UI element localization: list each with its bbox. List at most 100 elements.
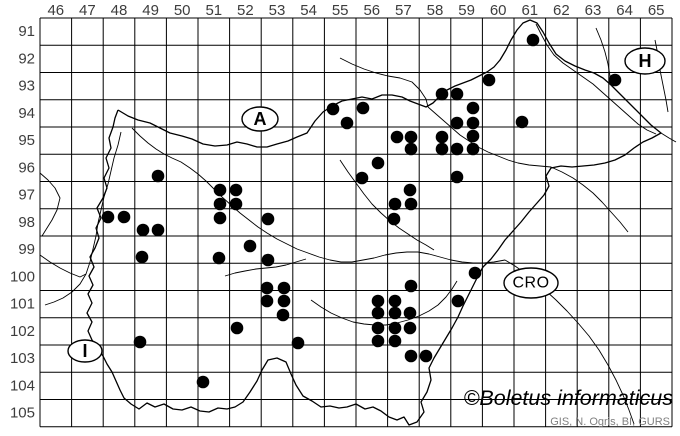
occurrence-dot — [260, 294, 274, 308]
occurrence-dot — [404, 197, 418, 211]
occurrence-dot — [450, 116, 464, 130]
occurrence-dot — [371, 306, 385, 320]
occurrence-dot — [451, 294, 465, 308]
occurrence-dot — [213, 183, 227, 197]
occurrence-dot — [450, 170, 464, 184]
occurrence-dot — [135, 250, 149, 264]
country-border — [86, 19, 662, 426]
occurrence-dot — [404, 279, 418, 293]
col-label: 57 — [395, 2, 412, 19]
occurrence-dot — [261, 253, 275, 267]
occurrence-dot — [388, 294, 402, 308]
river-line — [39, 254, 87, 278]
occurrence-dot — [355, 171, 369, 185]
row-label: 96 — [18, 159, 35, 176]
river-line — [550, 166, 629, 233]
occurrence-dot — [466, 142, 480, 156]
occurrence-dot — [196, 375, 210, 389]
col-label: 47 — [79, 2, 96, 19]
occurrence-dot — [326, 102, 340, 116]
row-label: 105 — [10, 405, 35, 422]
occurrence-dot — [435, 130, 449, 144]
row-label: 102 — [10, 323, 35, 340]
col-label: 54 — [300, 2, 317, 19]
col-label: 62 — [553, 2, 570, 19]
col-label: 64 — [616, 2, 633, 19]
river-line — [427, 106, 552, 168]
country-ellipse-croatia — [503, 267, 559, 299]
grid-labels: 46 47 48 49 50 51 52 53 54 55 56 57 58 59 60 61 62 63 64 65… — [10, 2, 665, 422]
col-label: 56 — [363, 2, 380, 19]
occurrence-dot — [101, 210, 115, 224]
occurrence-dot — [151, 223, 165, 237]
col-label: 63 — [585, 2, 602, 19]
row-label: 99 — [18, 241, 35, 258]
occurrence-dot — [387, 212, 401, 226]
credits-text: GIS, N. Ogris, BI, GURS — [550, 416, 670, 428]
country-label-italy: I — [82, 341, 87, 361]
row-label: 98 — [18, 214, 35, 231]
river-line — [224, 258, 307, 277]
occurrence-dot — [371, 321, 385, 335]
occurrence-dot — [390, 130, 404, 144]
occurrence-dot — [388, 334, 402, 348]
col-label: 46 — [47, 2, 64, 19]
river-line — [535, 23, 657, 135]
row-label: 101 — [10, 296, 35, 313]
row-label: 103 — [10, 350, 35, 367]
occurrence-dot — [403, 183, 417, 197]
occurrence-dot — [151, 169, 165, 183]
col-label: 49 — [142, 2, 159, 19]
occurrence-dot — [261, 212, 275, 226]
occurrence-dot — [435, 142, 449, 156]
occurrence-dot — [356, 101, 370, 115]
occurrence-dot — [117, 210, 131, 224]
col-label: 52 — [237, 2, 254, 19]
copyright-watermark: ©Boletus informaticus — [464, 386, 674, 410]
occurrence-dot — [213, 197, 227, 211]
occurrence-dot — [608, 73, 622, 87]
row-label: 93 — [18, 78, 35, 95]
occurrence-dot — [212, 251, 226, 265]
occurrence-dot — [277, 294, 291, 308]
occurrence-dot — [404, 349, 418, 363]
col-label: 58 — [427, 2, 444, 19]
occurrence-dot — [136, 223, 150, 237]
occurrence-dot — [243, 239, 257, 253]
country-label-hungary: H — [639, 51, 652, 71]
occurrence-dot — [388, 197, 402, 211]
row-label: 95 — [18, 132, 35, 149]
river-line — [44, 131, 122, 306]
occurrence-dot — [388, 306, 402, 320]
occurrence-dot — [230, 321, 244, 335]
occurrence-dot — [276, 308, 290, 322]
row-label: 104 — [10, 377, 35, 394]
country-ellipse-hungary — [624, 47, 666, 75]
row-label: 94 — [18, 105, 35, 122]
occurrence-dot — [229, 197, 243, 211]
map-outline — [39, 19, 677, 426]
occurrence-dot — [371, 334, 385, 348]
occurrence-dot — [466, 116, 480, 130]
col-label: 48 — [111, 2, 128, 19]
occurrence-dot — [403, 321, 417, 335]
occurrence-dot — [213, 211, 227, 225]
occurrence-dot — [371, 156, 385, 170]
occurrence-dot — [404, 142, 418, 156]
occurrence-dot — [515, 115, 529, 129]
occurrence-dot — [419, 349, 433, 363]
col-label: 55 — [332, 2, 349, 19]
country-label-croatia: CRO — [512, 275, 549, 292]
occurrence-dot — [291, 336, 305, 350]
country-label-austria: A — [254, 109, 267, 129]
occurrence-dot — [404, 130, 418, 144]
occurrence-dot — [450, 87, 464, 101]
occurrence-dot — [450, 142, 464, 156]
occurrence-dots — [101, 33, 622, 389]
occurrence-dot — [526, 33, 540, 47]
row-label: 91 — [18, 23, 35, 40]
river-line — [131, 127, 506, 264]
col-label: 53 — [269, 2, 286, 19]
